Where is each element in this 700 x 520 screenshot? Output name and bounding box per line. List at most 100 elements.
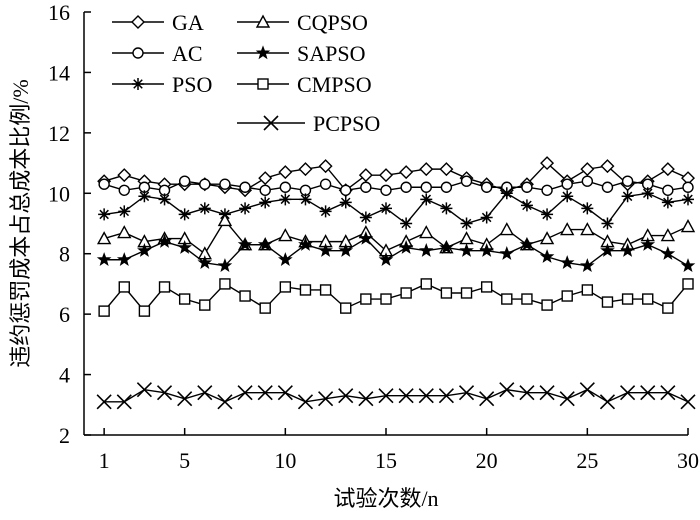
series-ga-point (600, 159, 615, 174)
legend-label-cqpso: CQPSO (297, 10, 368, 35)
series-pcpso-point (680, 394, 696, 410)
series-cmpso-point (460, 287, 473, 299)
series-ac-point (480, 181, 493, 193)
series-cqpso-point (217, 213, 233, 227)
series-cmpso (98, 278, 694, 317)
y-axis-title: 违约惩罚成本占总成本比例/% (8, 79, 33, 367)
series-cmpso-point (682, 278, 694, 290)
series-sapso-point (680, 258, 696, 272)
series-cmpso-point (199, 299, 211, 311)
series-sapso (96, 230, 696, 272)
series-pso-point (239, 202, 252, 215)
legend-label-cmpso: CMPSO (297, 72, 372, 97)
x-tick-label: 15 (375, 448, 397, 473)
series-pcpso-point (237, 385, 253, 401)
series-cqpso-point (499, 222, 514, 236)
series-pso-point (359, 211, 372, 224)
x-tick-label: 10 (274, 448, 296, 473)
series-ac-point (420, 181, 432, 193)
series-pso-point (460, 217, 473, 230)
series-ga-point (399, 165, 414, 180)
series-ga-point (580, 162, 595, 177)
series-pcpso-point (398, 388, 414, 404)
series-cmpso-point (581, 284, 594, 296)
series-sapso-point (559, 255, 575, 269)
series-pcpso-point (318, 391, 334, 407)
legend-item-ac: AC (112, 41, 203, 66)
series-pso-point (601, 217, 614, 230)
series-sapso-point (257, 236, 273, 251)
series-cmpso-point (178, 293, 191, 305)
series-pcpso-point (438, 388, 454, 404)
series-pcpso-point (519, 385, 535, 401)
legend-item-cmpso: CMPSO (237, 72, 372, 97)
series-ac-point (178, 175, 191, 187)
series-sapso-point (519, 236, 535, 251)
x-tick-label: 20 (476, 448, 498, 473)
series-pso-point (520, 199, 533, 212)
series-ac-point (319, 178, 332, 190)
series-pso-point (339, 196, 352, 209)
series-cmpso-point (541, 299, 553, 311)
series-sapso-point (358, 230, 374, 245)
series-sapso-point (459, 243, 474, 257)
series-pcpso-point (136, 382, 152, 398)
series-cmpso-point (118, 281, 130, 293)
series-pso-point (259, 196, 272, 209)
series-pcpso (96, 382, 696, 410)
series-pcpso-point (217, 394, 233, 410)
series-pcpso-point (660, 385, 676, 401)
legend-item-pcpso: PCPSO (237, 111, 380, 136)
series-sapso-point (137, 243, 152, 257)
y-tick-label: 8 (59, 242, 70, 267)
series-cmpso-point (601, 296, 614, 308)
series-pso-point (500, 187, 513, 200)
series-cqpso-point (580, 222, 595, 236)
legend-item-sapso: SAPSO (237, 41, 365, 66)
series-ga-point (318, 159, 333, 174)
series-pcpso-line (104, 388, 689, 403)
series-ga-point (258, 171, 273, 186)
series-ga-point (540, 156, 555, 171)
series-pcpso-point (197, 385, 213, 401)
series-ga-point (358, 168, 373, 183)
series-ga-point (379, 168, 393, 183)
series-ga-line (103, 162, 689, 192)
y-tick-label: 4 (59, 363, 70, 388)
y-tick-label: 6 (59, 302, 70, 327)
series-cqpso-point (680, 219, 696, 233)
series-pso-point (440, 202, 453, 215)
series-pcpso-point (358, 391, 374, 407)
series-cmpso-point (340, 302, 352, 314)
series-pcpso-point (277, 385, 293, 401)
series-pso-point (279, 193, 292, 206)
series-cmpso-point (440, 287, 453, 299)
series-ac-point (682, 181, 694, 193)
series-cmpso-point (662, 302, 674, 314)
series-pcpso-point (640, 385, 656, 401)
series-ga-point (117, 168, 132, 183)
series-pcpso-point (599, 394, 616, 410)
series-ac-point (360, 181, 372, 193)
series-sapso-point (499, 246, 515, 260)
legend-marker-cqpso (255, 14, 271, 28)
x-axis-title: 试验次数/n (333, 486, 438, 511)
series-ac-point (581, 175, 594, 187)
series-pcpso-point (177, 391, 193, 407)
series-cmpso-line (103, 283, 689, 313)
legend-label-sapso: SAPSO (297, 41, 365, 66)
series-cmpso-point (259, 302, 271, 314)
series-pso-point (319, 205, 332, 218)
series-pso-point (400, 217, 413, 230)
series-ac-point (98, 178, 110, 190)
series-pso-line (104, 192, 689, 225)
series-sapso-point (237, 236, 253, 251)
series-sapso-point (197, 255, 213, 269)
series-cmpso-point (420, 278, 432, 290)
legend-item-cqpso: CQPSO (237, 10, 368, 35)
series-cmpso-point (138, 305, 151, 317)
series-sapso-point (660, 246, 676, 260)
series-sapso-point (600, 243, 615, 257)
series-ac-point (279, 181, 292, 193)
